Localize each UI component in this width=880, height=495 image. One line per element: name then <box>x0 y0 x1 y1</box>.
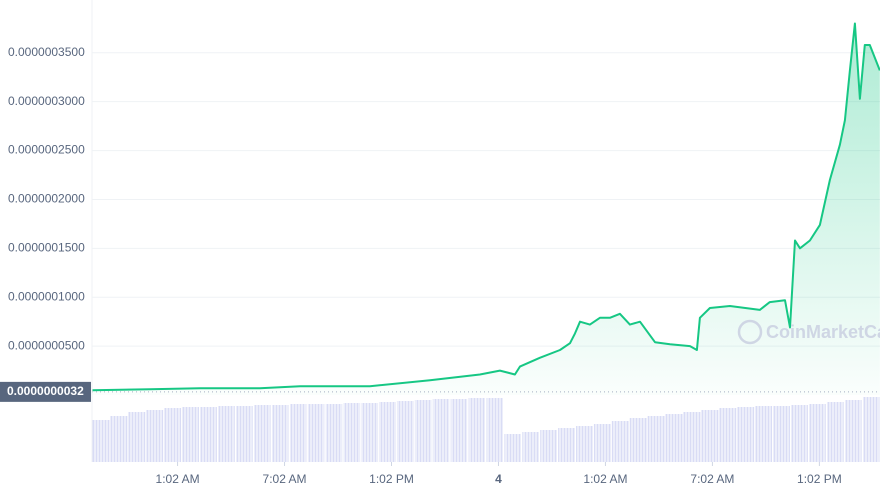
y-tick-label: 0.0000002000 <box>8 192 85 206</box>
y-tick-label: 0.0000003000 <box>8 94 85 108</box>
x-tick-label: 1:02 AM <box>583 472 627 486</box>
volume-bar <box>235 406 253 462</box>
volume-bar <box>289 404 307 462</box>
volume-bar <box>540 430 558 462</box>
volume-bar <box>826 402 844 462</box>
volume-bars <box>91 395 880 462</box>
volume-bar <box>253 405 271 462</box>
y-tick-label: 0.0000002500 <box>8 143 85 157</box>
y-tick-label: 0.0000000500 <box>8 338 85 352</box>
volume-bar <box>450 399 468 462</box>
y-tick-label: 0.0000003500 <box>8 45 85 59</box>
volume-bar <box>307 404 325 462</box>
x-tick-label: 7:02 AM <box>263 472 307 486</box>
x-tick-label: 1:02 PM <box>797 472 842 486</box>
volume-bar <box>522 432 540 462</box>
volume-bar <box>361 403 379 462</box>
grid <box>92 52 880 466</box>
volume-bar <box>271 405 289 462</box>
watermark-logo <box>737 319 763 345</box>
volume-bar <box>558 428 576 462</box>
current-price-label: 0.0000000032 <box>7 384 84 398</box>
x-tick-label: 1:02 PM <box>369 472 414 486</box>
volume-bar <box>379 402 396 462</box>
watermark: CoinMarketCap <box>766 322 880 342</box>
x-tick-label: 7:02 AM <box>690 472 734 486</box>
volume-bar <box>862 397 880 462</box>
volume-bar <box>414 400 432 462</box>
price-area <box>92 23 880 395</box>
y-tick-label: 0.0000001000 <box>8 289 85 303</box>
volume-bar <box>468 398 486 462</box>
current-price-box <box>0 381 91 402</box>
volume-bar <box>844 400 862 462</box>
volume-bar <box>808 404 826 462</box>
volume-bar <box>396 401 414 462</box>
volume-bar <box>432 399 450 462</box>
volume-bar <box>790 405 808 462</box>
x-tick-label: 4 <box>495 472 502 486</box>
price-line <box>91 22 880 392</box>
x-tick-label: 1:02 AM <box>156 472 200 486</box>
volume-bar <box>343 403 361 462</box>
volume-bar <box>486 398 504 462</box>
volume-bar <box>199 407 217 462</box>
volume-bar <box>504 434 522 462</box>
y-tick-label: 0.0000001500 <box>8 241 85 255</box>
volume-bar <box>217 406 235 462</box>
plot <box>91 22 880 395</box>
volume-bar <box>325 404 343 462</box>
labels: 0.0000000500 0.0000001000 0.0000001500 0.00… <box>0 45 880 486</box>
